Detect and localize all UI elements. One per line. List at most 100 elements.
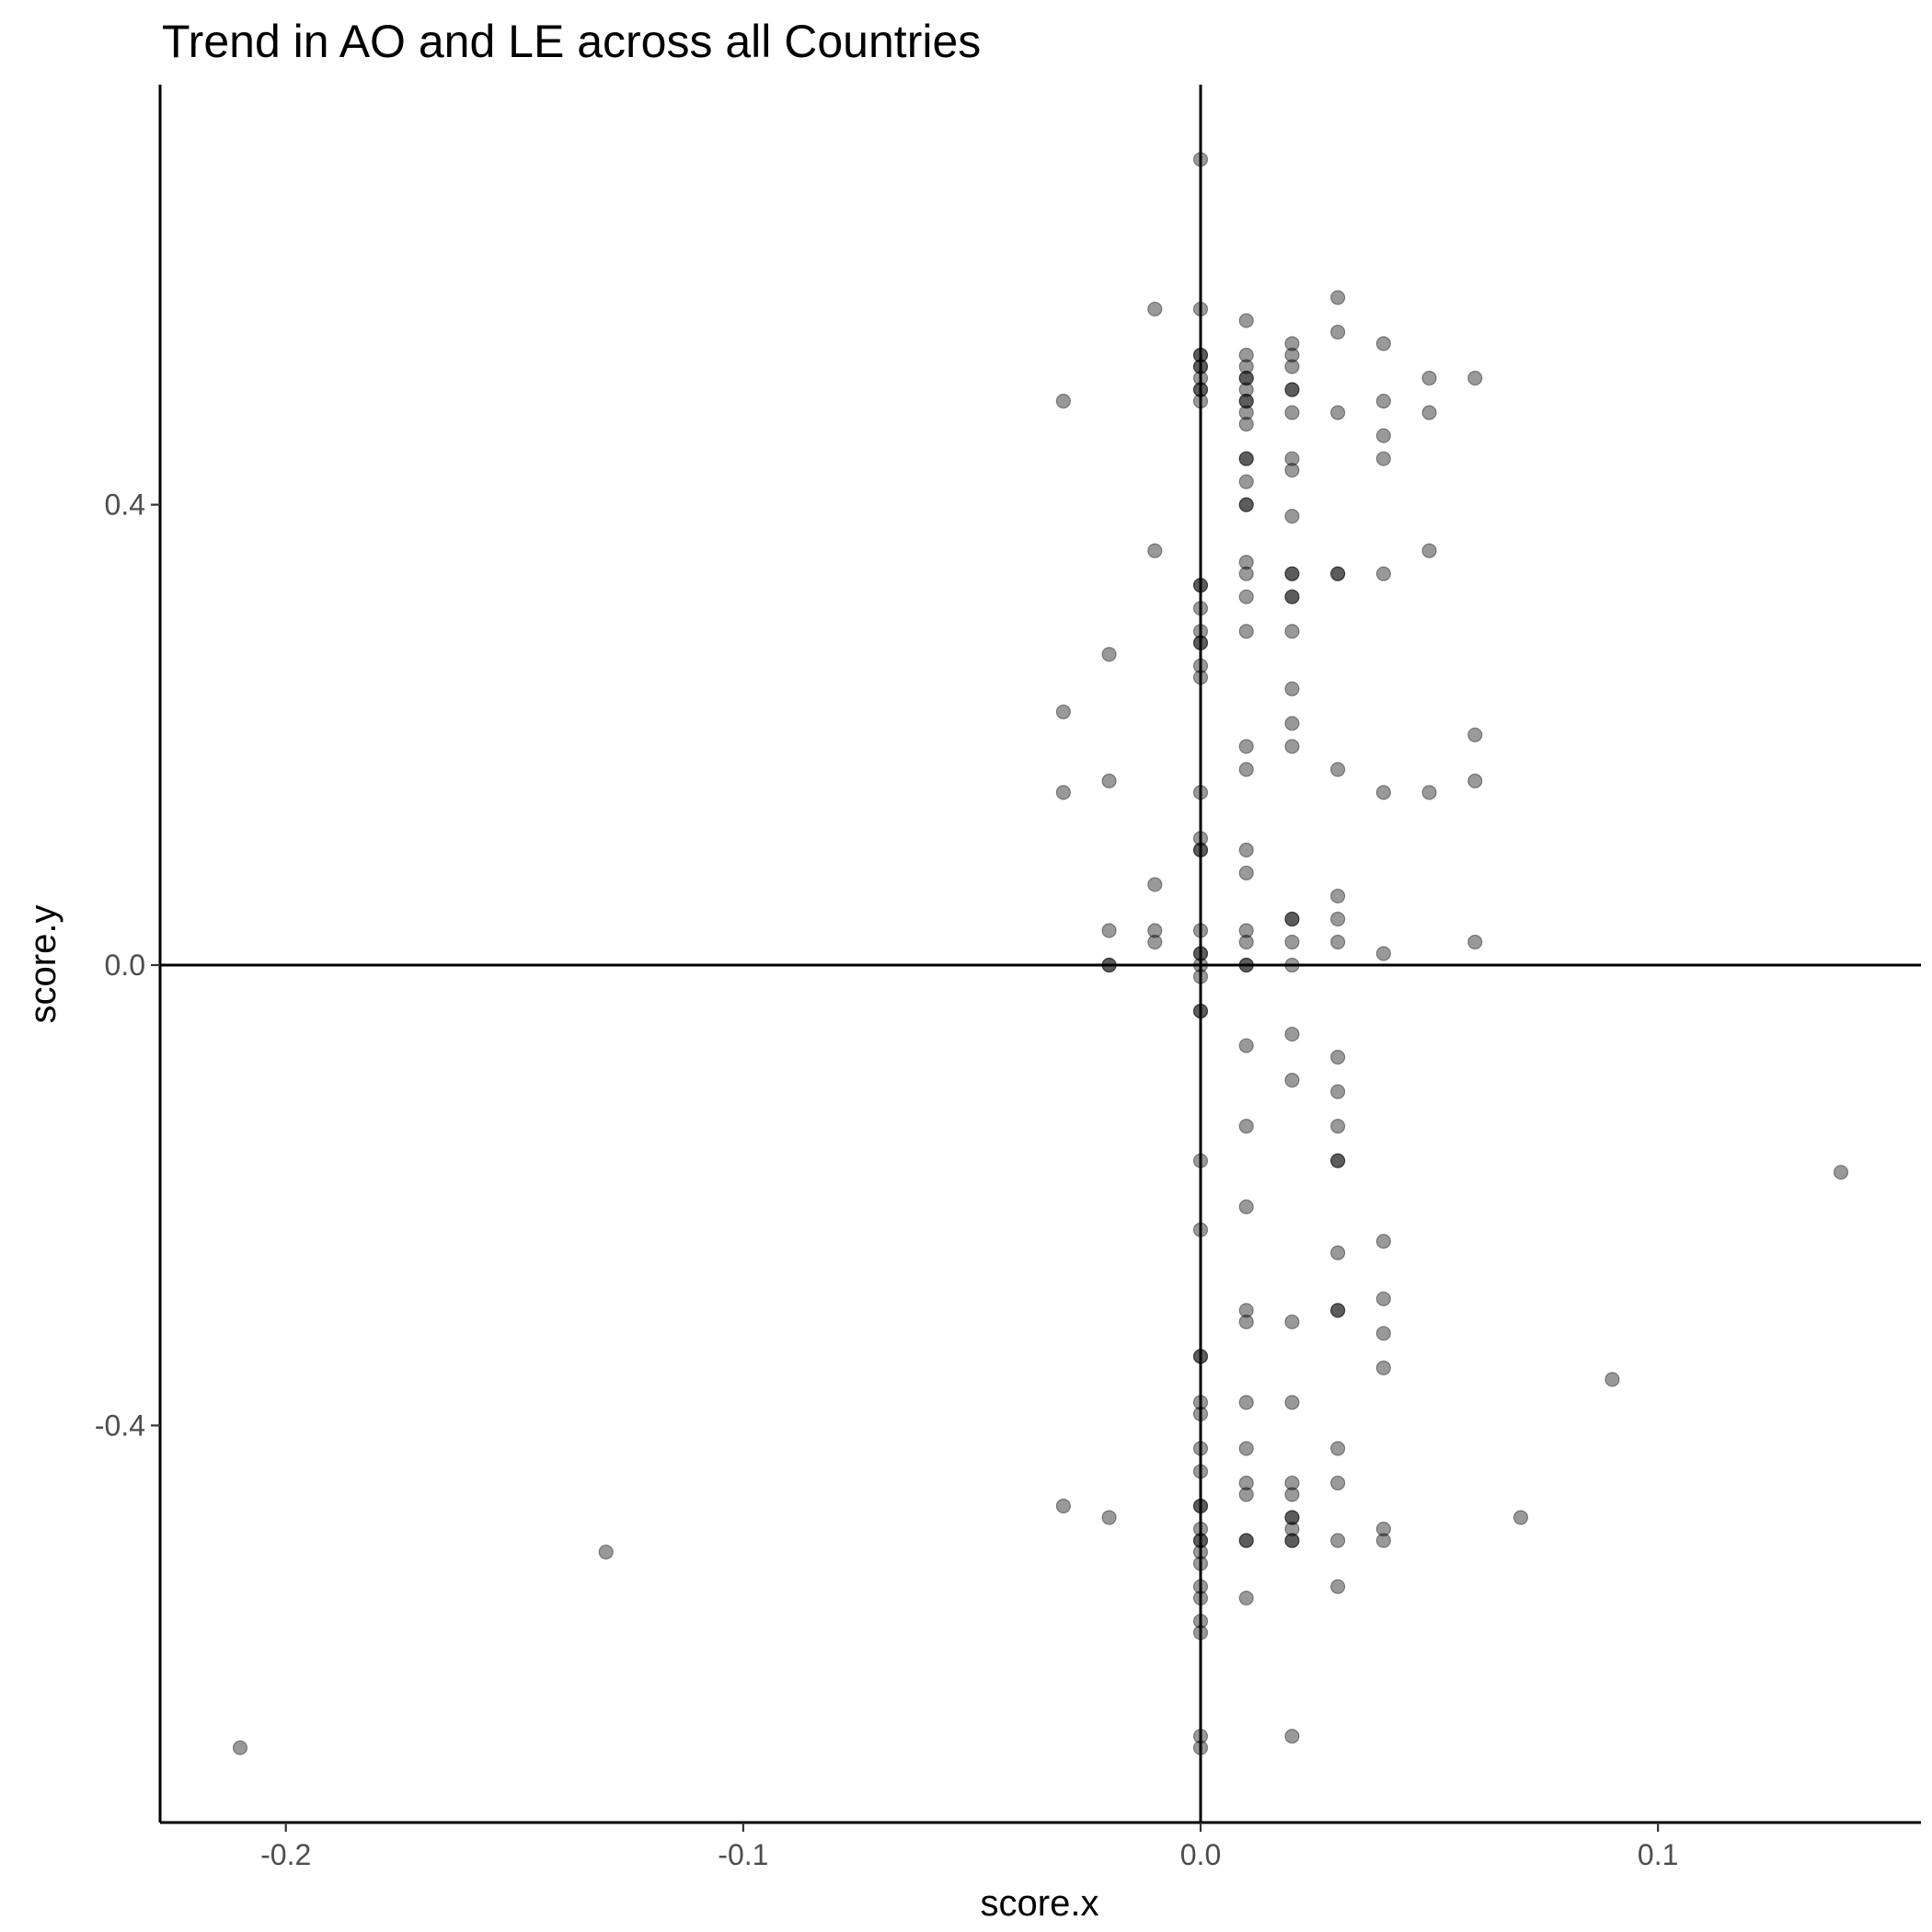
data-point-75 — [1238, 405, 1254, 420]
data-point-109 — [1284, 382, 1300, 397]
data-point-71 — [1238, 370, 1254, 386]
data-point-143 — [1330, 566, 1346, 581]
data-point-129 — [1284, 1314, 1300, 1329]
data-point-110 — [1284, 382, 1300, 397]
data-point-70 — [1238, 370, 1254, 386]
data-point-99 — [1238, 1395, 1254, 1410]
data-point-154 — [1330, 1303, 1346, 1318]
data-point-125 — [1284, 934, 1300, 950]
data-point-152 — [1330, 1153, 1346, 1168]
data-point-73 — [1238, 393, 1254, 409]
data-point-117 — [1284, 589, 1300, 604]
data-point-89 — [1238, 865, 1254, 881]
data-point-166 — [1375, 946, 1391, 961]
data-point-180 — [1467, 934, 1483, 950]
data-point-160 — [1375, 336, 1391, 351]
data-point-178 — [1467, 727, 1483, 742]
data-point-79 — [1238, 474, 1254, 489]
data-point-102 — [1238, 1487, 1254, 1502]
data-point-2 — [1055, 393, 1071, 409]
data-point-147 — [1330, 934, 1346, 950]
y-axis-title: score.y — [23, 905, 63, 1024]
data-point-175 — [1421, 543, 1437, 558]
data-point-5 — [1055, 1498, 1071, 1514]
data-point-131 — [1284, 1475, 1300, 1491]
data-point-164 — [1375, 566, 1391, 581]
data-point-69 — [1238, 359, 1254, 374]
data-point-138 — [1284, 1729, 1300, 1744]
data-point-132 — [1284, 1487, 1300, 1502]
data-point-104 — [1238, 1533, 1254, 1548]
data-point-68 — [1238, 347, 1254, 363]
data-point-13 — [1147, 543, 1163, 558]
data-point-161 — [1375, 393, 1391, 409]
data-point-76 — [1238, 416, 1254, 432]
data-point-150 — [1330, 1119, 1346, 1134]
data-point-127 — [1284, 1026, 1300, 1042]
data-point-128 — [1284, 1073, 1300, 1088]
data-point-140 — [1330, 324, 1346, 340]
y-tick-label: 0.4 — [105, 489, 145, 522]
data-point-95 — [1238, 1119, 1254, 1134]
data-point-177 — [1467, 370, 1483, 386]
data-point-159 — [1330, 1579, 1346, 1594]
data-point-146 — [1330, 911, 1346, 927]
data-point-142 — [1330, 566, 1346, 581]
y-axis-ticks: -0.4 0.0 0.4 — [95, 489, 160, 1442]
data-point-122 — [1284, 739, 1300, 754]
data-point-149 — [1330, 1084, 1346, 1099]
data-point-67 — [1238, 313, 1254, 328]
data-point-144 — [1330, 762, 1346, 777]
data-point-162 — [1375, 428, 1391, 443]
data-point-137 — [1284, 1533, 1300, 1548]
data-point-112 — [1284, 451, 1300, 466]
data-point-16 — [1147, 934, 1163, 950]
data-point-183 — [1833, 1165, 1849, 1180]
data-point-83 — [1238, 566, 1254, 581]
data-point-181 — [1512, 1510, 1529, 1525]
data-point-165 — [1375, 785, 1391, 800]
data-point-114 — [1284, 509, 1300, 524]
data-point-106 — [1284, 336, 1300, 351]
data-point-170 — [1375, 1360, 1391, 1375]
data-point-12 — [1147, 301, 1163, 317]
data-point-111 — [1284, 405, 1300, 420]
data-point-115 — [1284, 566, 1300, 581]
x-tick-label: -0.1 — [718, 1838, 768, 1871]
data-point-135 — [1284, 1521, 1300, 1537]
data-point-88 — [1238, 842, 1254, 858]
data-point-121 — [1284, 716, 1300, 731]
data-point-134 — [1284, 1510, 1300, 1525]
x-tick-label: -0.2 — [260, 1838, 311, 1871]
data-point-72 — [1238, 382, 1254, 397]
data-point-174 — [1421, 405, 1437, 420]
data-point-155 — [1330, 1303, 1346, 1318]
data-point-3 — [1055, 704, 1071, 719]
data-point-84 — [1238, 589, 1254, 604]
data-point-148 — [1330, 1049, 1346, 1065]
data-point-169 — [1375, 1326, 1391, 1341]
data-point-15 — [1147, 923, 1163, 938]
data-point-85 — [1238, 624, 1254, 639]
data-point-151 — [1330, 1153, 1346, 1168]
data-point-6 — [1101, 647, 1117, 662]
data-point-90 — [1238, 923, 1254, 938]
data-point-157 — [1330, 1475, 1346, 1491]
data-point-119 — [1284, 624, 1300, 639]
data-point-1 — [598, 1544, 614, 1560]
x-tick-label: 0.1 — [1638, 1838, 1678, 1871]
data-point-80 — [1238, 497, 1254, 512]
data-point-108 — [1284, 359, 1300, 374]
data-point-168 — [1375, 1291, 1391, 1306]
data-point-116 — [1284, 566, 1300, 581]
data-point-78 — [1238, 451, 1254, 466]
data-point-136 — [1284, 1533, 1300, 1548]
y-tick-label: -0.4 — [95, 1409, 145, 1442]
data-point-171 — [1375, 1521, 1391, 1537]
data-point-179 — [1467, 773, 1483, 788]
data-point-182 — [1604, 1372, 1620, 1387]
points-layer — [232, 152, 1849, 1755]
data-point-118 — [1284, 589, 1300, 604]
data-point-141 — [1330, 405, 1346, 420]
data-point-97 — [1238, 1303, 1254, 1318]
